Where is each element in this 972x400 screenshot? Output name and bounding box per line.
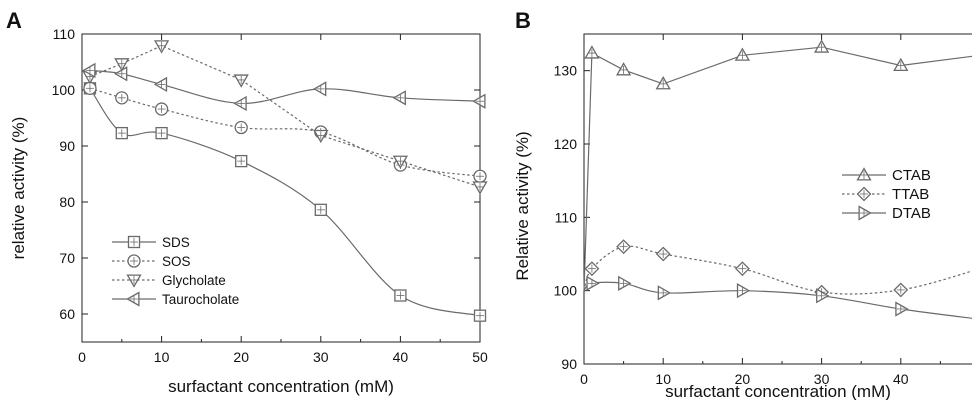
panel-b-series-1-line xyxy=(583,245,972,295)
panel-a-y-tick-label-0: 60 xyxy=(59,306,75,322)
panel-a: A 0 10 20 30 40 50 60 70 80 90 100 110 surfactant c… xyxy=(6,8,488,396)
panel-b-letter: B xyxy=(515,8,531,33)
panel-a-y-axis-title: relative activity (%) xyxy=(9,117,28,260)
panel-b-y-tick-label-4: 130 xyxy=(554,63,578,79)
panel-a-x-tick-label-1: 10 xyxy=(154,349,170,365)
panel-a-series-2-line xyxy=(89,45,481,188)
panel-a-legend-label-1: SOS xyxy=(162,254,191,269)
panel-b-y-axis-title: Relative activity (%) xyxy=(513,131,532,280)
panel-a-legend: SDS SOS Glycholate Taurocholate xyxy=(112,235,239,307)
panel-b-x-tick-label-2: 20 xyxy=(735,371,751,387)
panel-b-y-tick-label-0: 90 xyxy=(561,356,577,372)
panel-a-legend-label-3: Taurocholate xyxy=(162,292,239,307)
panel-a-ticks: 0 10 20 30 40 50 60 70 80 90 100 110 xyxy=(52,26,488,365)
panel-b-x-tick-label-1: 10 xyxy=(655,371,671,387)
panel-b-y-tick-label-3: 120 xyxy=(554,136,578,152)
panel-b-x-tick-label-3: 30 xyxy=(814,371,830,387)
panel-a-x-tick-label-2: 20 xyxy=(233,349,249,365)
panel-b-legend-label-0: CTAB xyxy=(892,167,931,184)
panel-a-plot-frame xyxy=(81,33,481,343)
panel-a-x-axis-title: surfactant concentration (mM) xyxy=(168,377,394,396)
panel-b-series-2-line xyxy=(583,281,972,319)
panel-b-markers xyxy=(584,39,909,317)
panel-a-legend-label-0: SDS xyxy=(162,235,190,250)
panel-b-x-axis-title: surfactant concentration (mM) xyxy=(665,382,891,400)
panel-a-y-tick-label-4: 100 xyxy=(52,82,76,98)
panel-a-series-3-line xyxy=(89,69,481,105)
panel-a-markers xyxy=(82,40,488,322)
panel-a-series-0-line xyxy=(89,87,481,317)
panel-a-y-tick-label-3: 90 xyxy=(59,138,75,154)
panel-a-curves xyxy=(89,45,481,317)
panel-b-legend: CTAB TTAB DTAB xyxy=(842,167,931,222)
panel-b-y-tick-label-1: 100 xyxy=(554,283,578,299)
panel-a-x-tick-label-5: 50 xyxy=(472,349,488,365)
panel-b-x-tick-label-4: 40 xyxy=(893,371,909,387)
panel-b-x-tick-label-0: 0 xyxy=(580,371,588,387)
panel-b-ticks: 0102030405090100110120130 xyxy=(554,34,941,387)
panel-a-x-tick-label-0: 0 xyxy=(78,349,86,365)
panel-a-y-tick-label-1: 70 xyxy=(59,250,75,266)
panel-a-y-tick-label-5: 110 xyxy=(53,26,76,42)
panel-b-legend-label-2: DTAB xyxy=(892,205,931,222)
panel-a-x-tick-label-3: 30 xyxy=(313,349,329,365)
panel-a-letter: A xyxy=(6,8,22,33)
panel-b-legend-label-1: TTAB xyxy=(892,186,929,203)
panel-b: B 0102030405090100110120130 surfactant c… xyxy=(513,8,972,400)
panel-b-y-tick-label-2: 110 xyxy=(555,209,578,225)
panel-a-x-tick-label-4: 40 xyxy=(393,349,409,365)
panel-a-legend-label-2: Glycholate xyxy=(162,273,226,288)
panel-a-y-tick-label-2: 80 xyxy=(59,194,75,210)
